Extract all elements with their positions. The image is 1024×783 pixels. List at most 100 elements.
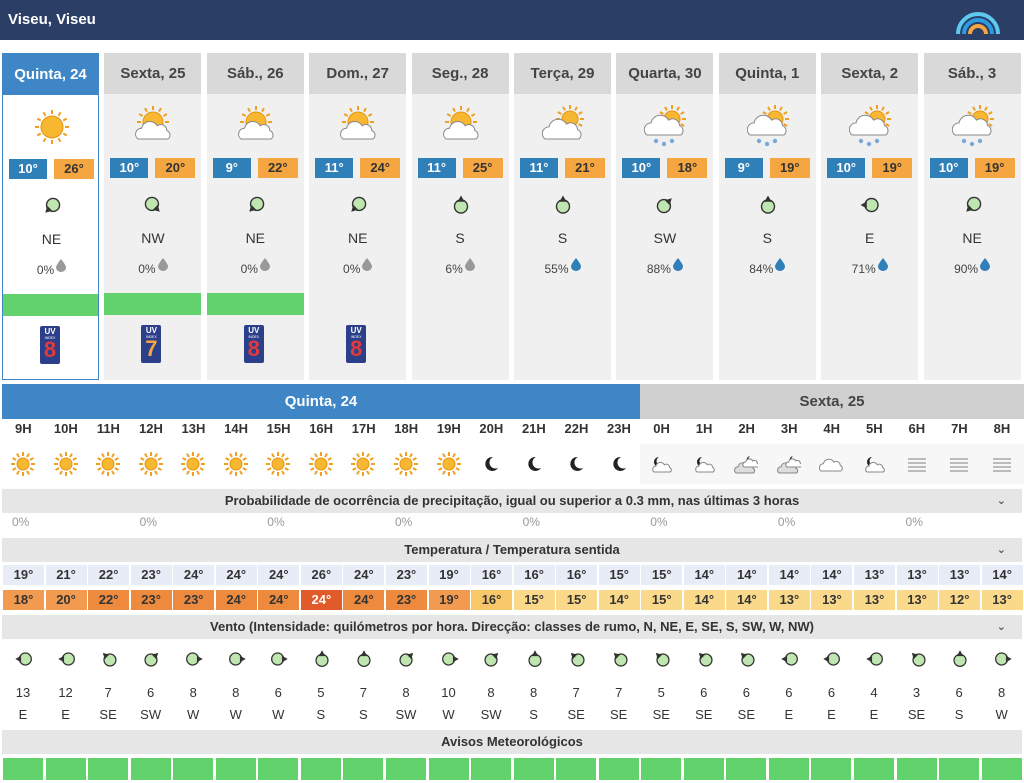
cloud-sun-weather-icon [541, 105, 584, 147]
hourly-day-tab-1[interactable]: Quinta, 24 [2, 384, 640, 419]
day-column[interactable]: Dom., 27 11° 24° NE 0% UV INDEX 8 [309, 53, 407, 380]
day-column[interactable]: Sáb., 26 9° 22° NE 0% UV INDEX 8 [206, 53, 304, 380]
chevron-down-icon[interactable]: ⌄ [996, 544, 1006, 556]
wind-speed: 6 [700, 685, 708, 700]
wind-speed: 6 [827, 685, 836, 700]
day-tab[interactable]: Quinta, 24 [3, 54, 98, 95]
wind-direction-icon [609, 648, 631, 670]
feels-like-value: 13° [896, 590, 938, 610]
warning-cell[interactable] [726, 758, 767, 780]
wind-direction: NE [962, 230, 982, 246]
day-tab[interactable]: Sáb., 26 [206, 53, 304, 94]
warning-cell[interactable] [598, 758, 639, 780]
wind-direction: SW [395, 707, 417, 722]
wind-direction-icon [13, 648, 35, 670]
day-tab[interactable]: Sáb., 3 [923, 53, 1021, 94]
temperature-value: 23° [385, 565, 427, 585]
warnings-section-header[interactable]: Avisos Meteorológicos [2, 730, 1022, 754]
day-column[interactable]: Sáb., 3 10° 19° NE 90% [923, 53, 1021, 380]
min-temperature: 10° [622, 158, 661, 178]
wind-direction: NE [245, 230, 266, 246]
warning-cell[interactable] [683, 758, 724, 780]
warning-cell[interactable] [556, 758, 597, 780]
precip-value: 55% [544, 262, 569, 276]
warning-cell[interactable] [896, 758, 937, 780]
warning-cell[interactable] [939, 758, 980, 780]
chevron-down-icon[interactable]: ⌄ [996, 621, 1006, 633]
sun-icon [351, 452, 376, 476]
warning-cell[interactable] [300, 758, 341, 780]
uv-label: UV [44, 327, 56, 336]
cloud-icon [819, 452, 844, 476]
hour-label: 0H [653, 421, 670, 436]
precipitation-probability: 0% [3, 259, 100, 277]
wind-direction-icon [141, 648, 163, 670]
day-tab[interactable]: Sexta, 2 [821, 53, 919, 94]
day-column[interactable]: Seg., 28 11° 25° S 6% [411, 53, 509, 380]
day-tab[interactable]: Seg., 28 [411, 53, 509, 94]
day-column[interactable]: Quinta, 1 9° 19° S 84% [718, 53, 816, 380]
wind-section-header[interactable]: Vento (Intensidade: quilómetros por hora… [2, 615, 1022, 639]
warning-cell[interactable] [45, 758, 86, 780]
feels-like-value: 15° [641, 590, 683, 610]
warning-cell[interactable] [811, 758, 852, 780]
warning-cell[interactable] [130, 758, 171, 780]
day-column[interactable]: Sexta, 2 10° 19° E 71% [821, 53, 919, 380]
day-tab[interactable]: Quarta, 30 [616, 53, 714, 94]
sun-cloud-weather-icon [337, 105, 379, 147]
warning-cell[interactable] [215, 758, 256, 780]
warning-cell[interactable] [385, 758, 426, 780]
warning-cell[interactable] [854, 758, 894, 780]
uv-label: UV [350, 326, 362, 335]
temp-section-header[interactable]: Temperatura / Temperatura sentida ⌄ [2, 538, 1022, 562]
wind-speed: 6 [785, 685, 793, 700]
temperature-value: 24° [215, 565, 257, 585]
wind-speed: 7 [104, 685, 112, 700]
hourly-day-tab-2[interactable]: Sexta, 25 [640, 384, 1024, 419]
day-column[interactable]: Quarta, 30 10° 18° SW 88% [616, 53, 714, 380]
day-column[interactable]: Terça, 29 11° 21° S 55% [514, 53, 611, 380]
uv-index-badge: UV INDEX 8 [40, 326, 60, 364]
wind-speed: 5 [317, 685, 325, 700]
sun-icon [393, 452, 418, 476]
warning-cell[interactable] [768, 758, 809, 780]
warning-cell[interactable] [513, 758, 554, 780]
warning-cell[interactable] [258, 758, 299, 780]
wind-direction: SE [737, 707, 756, 722]
chevron-down-icon[interactable]: ⌄ [996, 495, 1006, 507]
precip-value: 84% [749, 262, 774, 276]
day-tab[interactable]: Terça, 29 [514, 53, 611, 94]
precipitation-probability: 90% [924, 258, 1021, 276]
day-tab[interactable]: Dom., 27 [309, 53, 407, 94]
precipitation-probability: 0% [104, 258, 201, 276]
warning-cell[interactable] [428, 758, 469, 780]
temperature-value: 24° [258, 565, 300, 585]
precip-value: 0% [139, 515, 157, 529]
precip-value: 0% [12, 515, 30, 529]
warning-cell[interactable] [343, 758, 384, 780]
raindrop-icon [570, 258, 581, 271]
warning-cell[interactable] [88, 758, 129, 780]
temperature-value: 13° [939, 565, 981, 585]
uv-sub-label: INDEX [350, 335, 362, 339]
wind-direction-icon [524, 648, 546, 670]
warning-cell[interactable] [981, 758, 1022, 780]
day-tab[interactable]: Sexta, 25 [104, 53, 202, 94]
precipitation-probability: 84% [719, 258, 816, 276]
sun-icon [11, 452, 35, 476]
precipitation-probability: 71% [821, 258, 918, 276]
wind-direction-icon [864, 648, 886, 670]
hour-label: 10H [53, 421, 78, 436]
warning-cell[interactable] [173, 758, 214, 780]
day-column[interactable]: Quinta, 24 10° 26° NE 0% UV INDEX 8 [2, 53, 99, 380]
warning-cell[interactable] [3, 758, 43, 780]
wind-direction-icon [756, 193, 780, 217]
precip-section-header[interactable]: Probabilidade de ocorrência de precipita… [2, 489, 1022, 513]
warning-cell[interactable] [641, 758, 682, 780]
wind-speed: 7 [359, 685, 367, 700]
day-tab[interactable]: Quinta, 1 [718, 53, 816, 94]
warning-cell[interactable] [471, 758, 512, 780]
day-column[interactable]: Sexta, 25 10° 20° NW 0% UV INDEX 7 [104, 53, 202, 380]
wind-speed: 8 [529, 685, 538, 700]
min-temperature: 10° [110, 158, 149, 178]
